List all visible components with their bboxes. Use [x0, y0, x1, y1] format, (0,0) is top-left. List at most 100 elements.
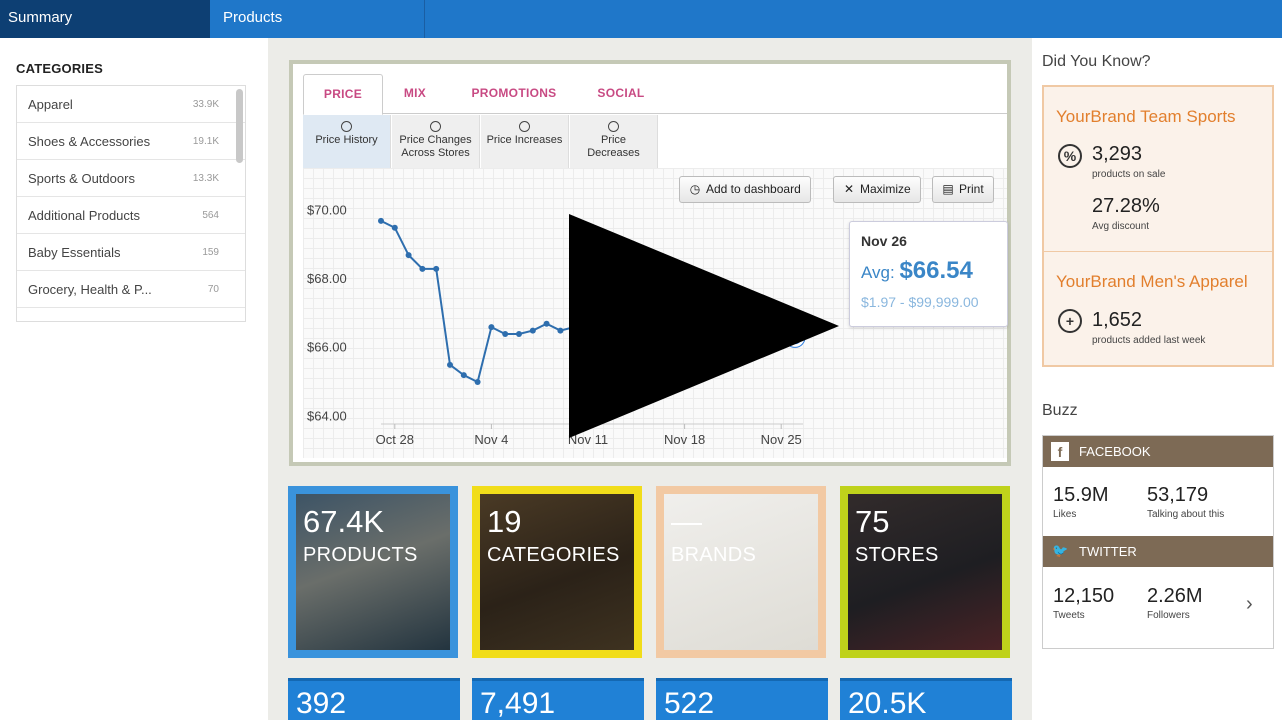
- tile-products[interactable]: 67.4K PRODUCTS: [288, 486, 458, 658]
- data-point[interactable]: [419, 266, 425, 272]
- subtab-price-increases[interactable]: Price Increases: [481, 115, 569, 168]
- subtab-price-history[interactable]: Price History: [303, 115, 391, 168]
- tile-categories[interactable]: 19 CATEGORIES: [472, 486, 642, 658]
- data-point[interactable]: [502, 331, 508, 337]
- tab-mix[interactable]: MIX: [383, 74, 447, 114]
- data-point[interactable]: [461, 372, 467, 378]
- printer-icon: ▤: [941, 177, 955, 202]
- facebook-talking-label: Talking about this: [1147, 509, 1224, 520]
- category-item[interactable]: Additional Products 564: [17, 197, 245, 234]
- tab-products[interactable]: Products: [210, 0, 425, 38]
- tooltip-average: Avg: $66.54: [861, 257, 1007, 285]
- twitter-followers-value: 2.26M: [1147, 585, 1203, 608]
- tile-value: 19: [487, 504, 521, 540]
- twitter-tweets-label: Tweets: [1053, 610, 1085, 621]
- data-point[interactable]: [544, 321, 550, 327]
- bottom-tile[interactable]: 7,491: [472, 678, 644, 720]
- bottom-tile[interactable]: 522: [656, 678, 828, 720]
- data-point[interactable]: [406, 252, 412, 258]
- categories-title: CATEGORIES: [16, 61, 103, 76]
- tab-price[interactable]: PRICE: [303, 74, 383, 115]
- stat-value: 27.28%: [1092, 195, 1160, 218]
- add-to-dashboard-button[interactable]: ◷ Add to dashboard: [679, 176, 811, 203]
- tile-value: 67.4K: [303, 504, 384, 540]
- data-point[interactable]: [557, 328, 563, 334]
- brand-title[interactable]: YourBrand Men's Apparel: [1056, 272, 1248, 292]
- category-count: 33.9K: [193, 99, 219, 110]
- category-item[interactable]: Shoes & Accessories 19.1K: [17, 123, 245, 160]
- data-point[interactable]: [530, 328, 536, 334]
- category-count: 19.1K: [193, 136, 219, 147]
- stat-value: 3,293: [1092, 143, 1142, 166]
- play-icon[interactable]: [569, 214, 839, 438]
- subtab-price-changes[interactable]: Price Changes Across Stores: [392, 115, 480, 168]
- stat-label: products on sale: [1092, 169, 1165, 180]
- tab-social[interactable]: SOCIAL: [579, 74, 663, 114]
- data-point[interactable]: [447, 362, 453, 368]
- data-point[interactable]: [392, 225, 398, 231]
- tile-value: —: [671, 504, 702, 540]
- clock-icon: [608, 121, 619, 132]
- did-you-know-panel: YourBrand Team Sports % 3,293 products o…: [1042, 85, 1274, 367]
- bottom-tile-value: 7,491: [480, 687, 555, 720]
- maximize-button[interactable]: ✕ Maximize: [833, 176, 921, 203]
- y-tick-label: $66.00: [307, 340, 347, 355]
- category-scrollbar[interactable]: [236, 89, 243, 163]
- print-button[interactable]: ▤ Print: [932, 176, 994, 203]
- subtab-label-2: Across Stores: [401, 147, 469, 159]
- stat-label: Avg discount: [1092, 221, 1149, 232]
- tile-stores[interactable]: 75 STORES: [840, 486, 1010, 658]
- twitter-tweets-value: 12,150: [1053, 585, 1114, 608]
- category-item[interactable]: Sports & Outdoors 13.3K: [17, 160, 245, 197]
- right-sidebar: Did You Know? YourBrand Team Sports % 3,…: [1032, 38, 1282, 720]
- data-point[interactable]: [378, 218, 384, 224]
- subtab-label-2: Decreases: [587, 147, 640, 159]
- brand-title[interactable]: YourBrand Team Sports: [1056, 107, 1236, 127]
- chart-subtabs: Price History Price Changes Across Stores…: [303, 115, 1007, 168]
- tile-label: CATEGORIES: [487, 544, 620, 567]
- subtab-label: Price Increases: [487, 134, 563, 146]
- button-label: Print: [959, 182, 984, 196]
- facebook-talking-value: 53,179: [1147, 484, 1208, 507]
- divider: [1044, 251, 1272, 252]
- twitter-icon: 🐦: [1052, 543, 1070, 559]
- y-tick-label: $70.00: [307, 203, 347, 218]
- chart-tooltip: Nov 26 Avg: $66.54 $1.97 - $99,999.00: [849, 221, 1008, 327]
- subtab-label: Price History: [315, 134, 377, 146]
- clock-icon: [519, 121, 530, 132]
- button-label: Add to dashboard: [706, 182, 801, 196]
- subtab-label: Price Changes: [399, 134, 471, 146]
- buzz-title: Buzz: [1042, 402, 1078, 420]
- category-list: Apparel 33.9K Shoes & Accessories 19.1K Sp…: [16, 85, 246, 322]
- tooltip-avg-value: $66.54: [899, 257, 972, 284]
- bottom-tile[interactable]: 392: [288, 678, 460, 720]
- bottom-tile[interactable]: 20.5K: [840, 678, 1012, 720]
- tile-label: PRODUCTS: [303, 544, 418, 567]
- category-name: Grocery, Health & P...: [28, 282, 152, 297]
- tab-promotions[interactable]: PROMOTIONS: [455, 74, 573, 114]
- data-point[interactable]: [475, 379, 481, 385]
- category-name: Baby Essentials: [28, 245, 121, 260]
- category-count: 564: [202, 210, 219, 221]
- category-item[interactable]: Apparel 33.9K: [17, 86, 245, 123]
- subtab-label: Price: [601, 134, 626, 146]
- chevron-right-icon[interactable]: ›: [1246, 593, 1253, 616]
- clock-icon: [430, 121, 441, 132]
- data-point[interactable]: [433, 266, 439, 272]
- twitter-followers-label: Followers: [1147, 610, 1190, 621]
- category-item[interactable]: Baby Essentials 159: [17, 234, 245, 271]
- facebook-header: f FACEBOOK: [1043, 436, 1273, 467]
- tile-label: BRANDS: [671, 544, 756, 567]
- category-item[interactable]: Grocery, Health & P... 70: [17, 271, 245, 308]
- data-point[interactable]: [488, 324, 494, 330]
- subtab-price-decreases[interactable]: Price Decreases: [570, 115, 658, 168]
- y-tick-label: $68.00: [307, 271, 347, 286]
- bottom-tile-value: 392: [296, 687, 346, 720]
- category-count: 13.3K: [193, 173, 219, 184]
- stat-label: products added last week: [1092, 335, 1205, 346]
- data-point[interactable]: [516, 331, 522, 337]
- tile-brands[interactable]: — BRANDS: [656, 486, 826, 658]
- button-label: Maximize: [860, 182, 911, 196]
- category-name: Sports & Outdoors: [28, 171, 135, 186]
- tab-summary[interactable]: Summary: [0, 0, 210, 38]
